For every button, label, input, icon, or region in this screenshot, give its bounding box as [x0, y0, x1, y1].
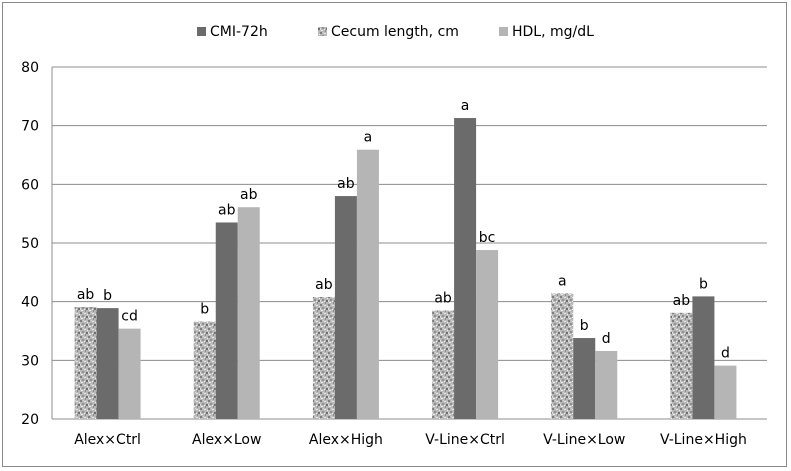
significance-label: ab: [434, 290, 452, 306]
y-tick-label: 60: [21, 177, 39, 193]
significance-label: b: [103, 288, 112, 304]
y-tick-label: 80: [21, 60, 39, 76]
y-tick-label: 50: [21, 236, 39, 252]
bar-v-line-high-cmi-72h: [692, 296, 715, 419]
x-category-label: Alex×High: [309, 432, 383, 448]
y-tick-label: 70: [21, 119, 39, 135]
significance-label: b: [200, 302, 209, 318]
significance-label: ab: [673, 293, 691, 309]
bar-alex-high-cmi-72h: [334, 196, 357, 419]
significance-label: d: [721, 346, 730, 362]
x-axis-categories: Alex×Ctrl Alex×Low Alex×High V-Line×Ctrl V-L…: [74, 432, 747, 448]
bar-v-line-ctrl-cmi-72h: [454, 118, 477, 419]
bar-alex-low-hdl-mg-dl: [237, 207, 260, 419]
significance-label: ab: [315, 277, 333, 293]
x-category-label: Alex×Ctrl: [74, 432, 141, 448]
significance-label: bc: [479, 230, 496, 246]
bar-alex-low-cmi-72h: [215, 222, 238, 419]
x-category-label: V-Line×Ctrl: [425, 432, 505, 448]
legend-swatch-cmi-72h: [197, 27, 206, 36]
y-tick-label: 40: [21, 295, 39, 311]
bar-v-line-low-cmi-72h: [573, 338, 596, 419]
significance-label: cd: [121, 309, 138, 325]
significance-label: d: [602, 331, 611, 347]
significance-label: ab: [240, 187, 258, 203]
legend-label-cecum-length-cm: Cecum length, cm: [331, 24, 459, 40]
bar-alex-low-cecum-length-cm: [193, 321, 216, 419]
significance-label: a: [364, 130, 373, 146]
bar-v-line-ctrl-hdl-mg-dl: [476, 250, 499, 419]
bar-v-line-low-hdl-mg-dl: [595, 350, 618, 419]
significance-label: ab: [337, 176, 355, 192]
bar-v-line-high-hdl-mg-dl: [714, 365, 737, 419]
y-axis-ticks: 20 30 40 50 60 70 80: [21, 60, 39, 428]
chart-frame: [2, 2, 787, 467]
bar-v-line-high-cecum-length-cm: [670, 312, 693, 419]
significance-label: ab: [218, 202, 236, 218]
bar-alex-ctrl-cmi-72h: [96, 308, 119, 419]
y-tick-label: 20: [21, 412, 39, 428]
significance-label: b: [699, 276, 708, 292]
x-category-label: V-Line×High: [660, 432, 747, 448]
x-category-label: V-Line×Low: [543, 432, 625, 448]
bar-alex-high-hdl-mg-dl: [356, 149, 379, 419]
legend-label-cmi-72h: CMI-72h: [210, 24, 268, 40]
significance-label: ab: [77, 287, 95, 303]
bar-alex-high-cecum-length-cm: [312, 296, 335, 419]
y-tick-label: 30: [21, 353, 39, 369]
legend: CMI-72h Cecum length, cm HDL, mg/dL: [197, 24, 594, 40]
significance-label: a: [558, 273, 567, 289]
significance-label: a: [461, 98, 470, 114]
gridlines: [51, 66, 767, 420]
bar-alex-ctrl-hdl-mg-dl: [118, 328, 141, 419]
bar-v-line-low-cecum-length-cm: [551, 293, 574, 419]
x-category-label: Alex×Low: [192, 432, 261, 448]
legend-swatch-cecum-length-cm: [318, 27, 327, 36]
legend-label-hdl-mg-dl: HDL, mg/dL: [512, 24, 594, 40]
significance-label: b: [580, 318, 589, 334]
bar-v-line-ctrl-cecum-length-cm: [432, 310, 455, 419]
legend-swatch-hdl-mg-dl: [499, 27, 508, 36]
bar-alex-ctrl-cecum-length-cm: [74, 306, 97, 419]
bars: [74, 118, 737, 419]
